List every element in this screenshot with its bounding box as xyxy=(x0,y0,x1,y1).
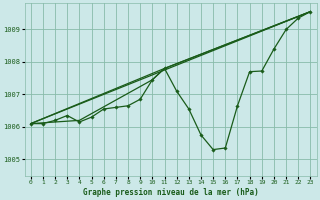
X-axis label: Graphe pression niveau de la mer (hPa): Graphe pression niveau de la mer (hPa) xyxy=(83,188,259,197)
